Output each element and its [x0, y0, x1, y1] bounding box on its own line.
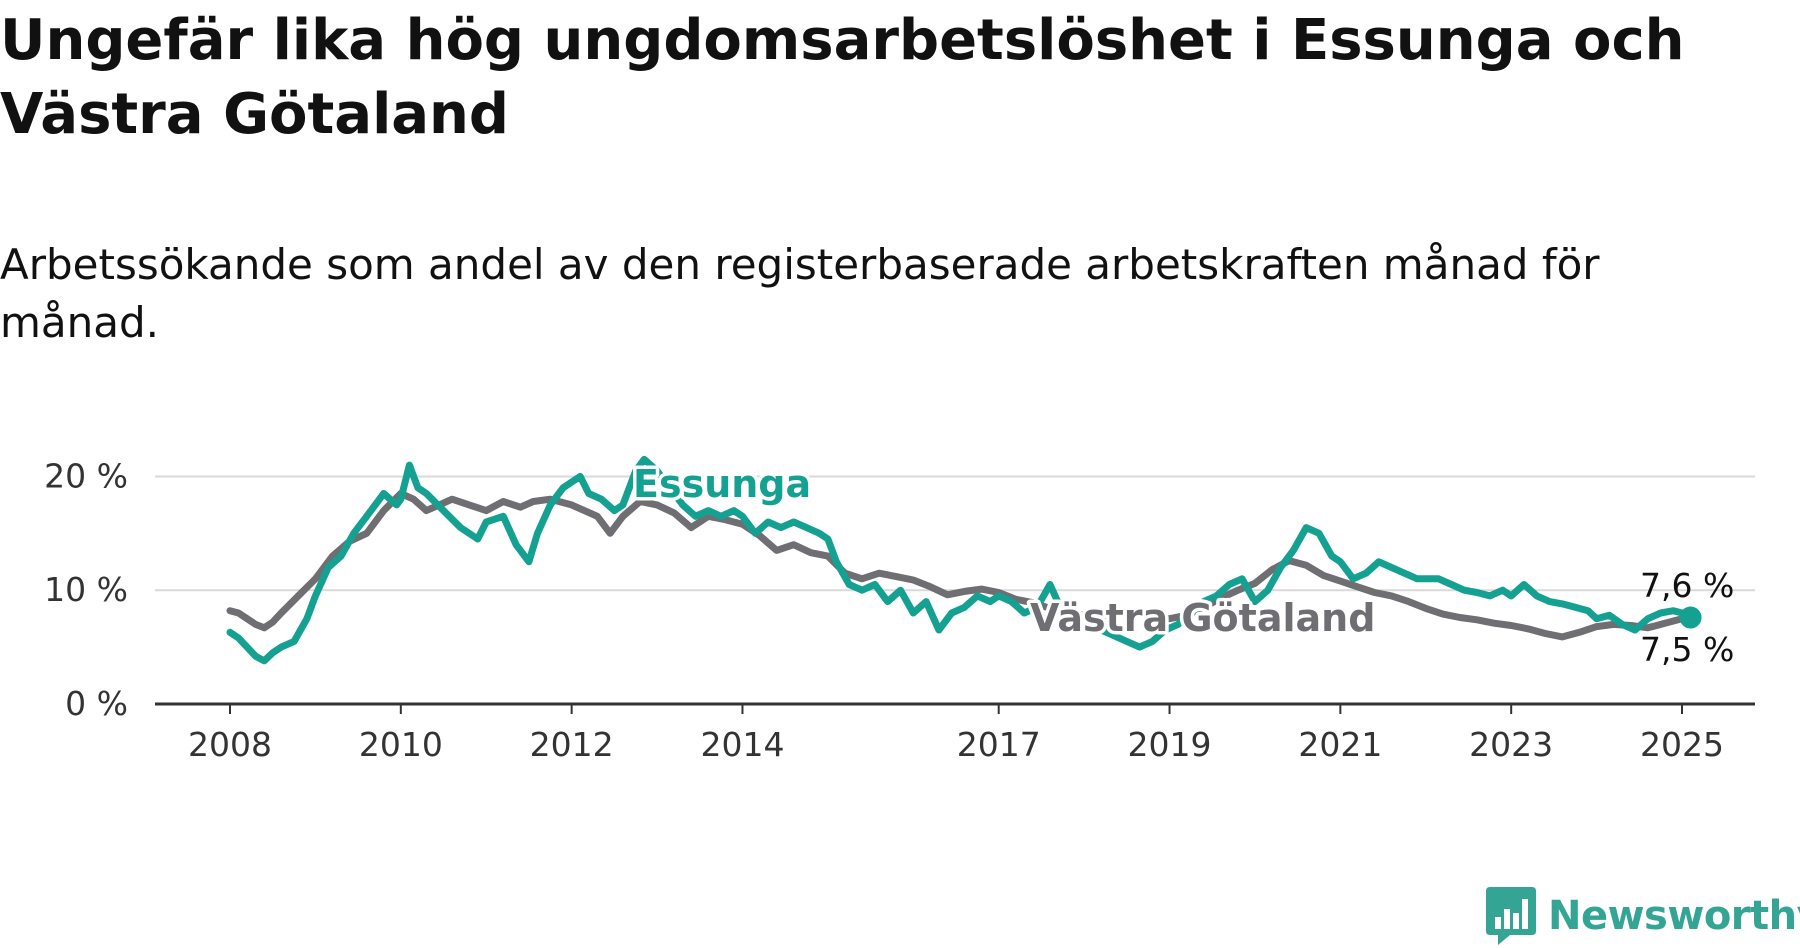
- brand-name: Newsworthy: [1548, 893, 1800, 939]
- series-line: [226, 455, 1694, 665]
- newsworthy-logo: Newsworthy: [1486, 886, 1800, 946]
- gridlines: [155, 475, 1755, 592]
- x-tick-label: 2023: [1469, 725, 1553, 764]
- series-label-essunga: Essunga: [633, 462, 811, 506]
- chat-bar-chart-icon: [1486, 887, 1536, 945]
- x-tick-label: 2017: [957, 725, 1041, 764]
- y-axis-labels: 0 % 10 % 20 %: [44, 456, 128, 723]
- x-tick-label: 2008: [188, 725, 272, 764]
- series-lines: [226, 455, 1694, 665]
- x-axis-ticks: 2008 2010 2012 2014 2017 2019 2021 2023 2025: [188, 704, 1724, 764]
- x-tick-label: 2014: [700, 725, 784, 764]
- y-tick-label: 20 %: [44, 456, 128, 495]
- x-tick-label: 2021: [1298, 725, 1382, 764]
- x-tick-label: 2012: [530, 725, 614, 764]
- x-tick-label: 2019: [1128, 725, 1212, 764]
- x-tick-label: 2010: [359, 725, 443, 764]
- series-labels: Västra Götaland Essunga 7,6 % 7,5 %: [630, 459, 1735, 670]
- x-tick-label: 2025: [1640, 725, 1724, 764]
- chart-title: Ungefär lika hög ungdomsarbetslöshet i E…: [0, 8, 1685, 147]
- series-line: [226, 490, 1694, 641]
- essunga-end-marker: [1679, 606, 1702, 629]
- y-tick-label: 10 %: [44, 570, 128, 609]
- y-tick-label: 0 %: [65, 684, 128, 723]
- line-chart: 0 % 10 % 20 % 2008 2010 2012 2014 2017 2019 2021…: [44, 455, 1755, 764]
- series-label-vastra-gotaland: Västra Götaland: [1030, 596, 1375, 640]
- vastra-gotaland-end-value: 7,5 %: [1640, 630, 1734, 669]
- chart-subtitle: Arbetssökande som andel av den registerb…: [0, 240, 1600, 347]
- essunga-end-value: 7,6 %: [1640, 566, 1734, 605]
